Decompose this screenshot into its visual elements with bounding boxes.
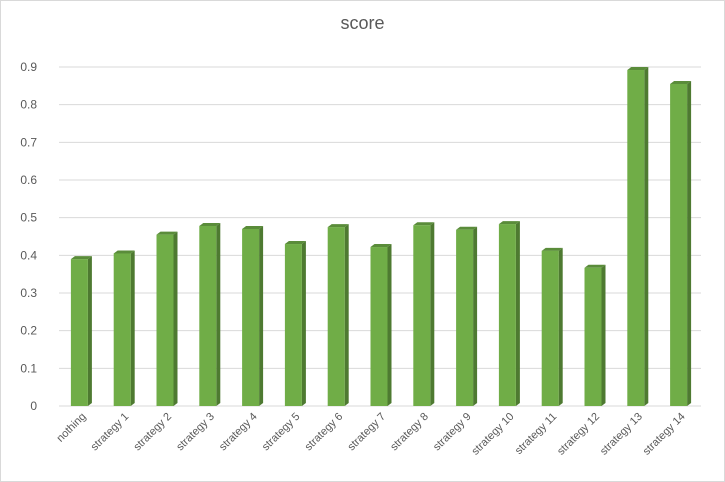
bar (327, 227, 345, 406)
x-tick-label: strategy 6 (303, 411, 346, 454)
x-tick-label: strategy 11 (513, 411, 559, 457)
bar-top (456, 226, 478, 230)
bar-side (259, 225, 264, 406)
bar-top (70, 256, 92, 260)
bar-side (344, 224, 349, 406)
bar (456, 229, 474, 406)
y-tick-label: 0.5 (20, 211, 37, 225)
x-tick-label: strategy 10 (470, 411, 517, 458)
bar-top (327, 224, 349, 228)
bar-side (173, 231, 178, 406)
bar-side (430, 222, 435, 406)
y-axis-ticks: 0 0.1 0.2 0.3 0.4 0.5 0.6 0.7 0.8 0.9 (20, 60, 37, 413)
bar (113, 253, 131, 406)
bar-side (601, 264, 606, 406)
bar (70, 259, 88, 406)
y-tick-label: 0.2 (20, 324, 37, 338)
x-tick-label: strategy 7 (345, 411, 388, 454)
bar (199, 225, 217, 406)
bar (370, 247, 388, 406)
bar (413, 225, 431, 406)
bar (670, 83, 688, 406)
bar-top (113, 250, 135, 254)
bar (156, 234, 174, 406)
bar-side (301, 241, 306, 406)
bar (541, 250, 559, 406)
bar-top (413, 222, 435, 226)
bar-top (242, 225, 264, 229)
bar-top (370, 244, 392, 248)
x-tick-label: strategy 9 (431, 411, 474, 454)
y-tick-label: 0 (30, 399, 37, 413)
bar-top (584, 264, 606, 268)
bar (242, 228, 260, 406)
bar-side (558, 247, 563, 406)
bar-top (199, 222, 221, 226)
x-tick-label: strategy 12 (555, 411, 602, 458)
y-tick-label: 0.3 (20, 286, 37, 300)
bar-side (687, 80, 692, 406)
bar-top (498, 221, 520, 225)
y-tick-label: 0.8 (20, 98, 37, 112)
bar (284, 244, 302, 406)
x-tick-label: strategy 14 (641, 411, 688, 458)
bar-side (387, 244, 392, 406)
x-tick-label: strategy 4 (217, 411, 260, 454)
bar (584, 267, 602, 406)
x-tick-label: strategy 1 (89, 411, 132, 454)
x-tick-label: strategy 3 (174, 411, 217, 454)
bar-top (670, 80, 692, 84)
x-tick-label: strategy 8 (388, 411, 431, 454)
bar-side (644, 67, 649, 406)
bar-side (216, 222, 221, 406)
y-tick-label: 0.9 (20, 60, 37, 74)
x-tick-label: nothing (55, 411, 89, 445)
bar-top (284, 241, 306, 245)
bar-side (130, 250, 135, 406)
x-tick-label: strategy 2 (131, 411, 174, 454)
y-tick-label: 0.4 (20, 248, 37, 262)
x-axis-labels: nothing strategy 1 strategy 2 strategy 3 str… (55, 411, 688, 458)
x-tick-label: strategy 13 (598, 411, 645, 458)
bar (498, 224, 516, 406)
y-tick-label: 0.7 (20, 135, 37, 149)
bar (627, 70, 645, 406)
bar-side (515, 221, 520, 406)
x-tick-label: strategy 5 (260, 411, 303, 454)
bar-top (156, 231, 178, 235)
bar-top (627, 67, 649, 71)
bar-side (87, 256, 92, 406)
y-tick-label: 0.6 (20, 173, 37, 187)
y-tick-label: 0.1 (20, 361, 37, 375)
chart-title: score (340, 13, 385, 33)
bar-side (473, 226, 478, 406)
bars (70, 67, 692, 406)
bar-top (541, 247, 563, 251)
